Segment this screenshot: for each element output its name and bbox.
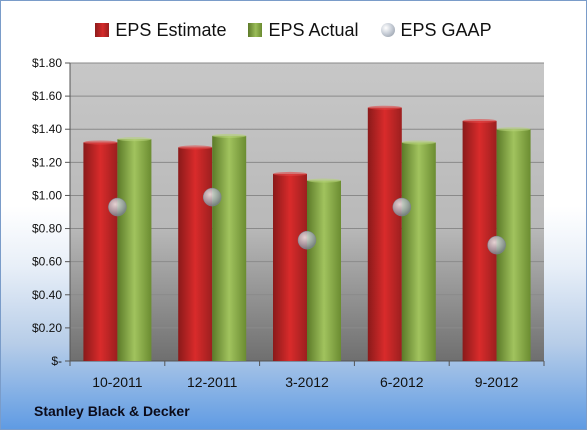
x-tick-label: 3-2012 (285, 374, 329, 390)
bar-eps-estimate-top (83, 140, 118, 145)
x-tick-label: 12-2011 (187, 374, 238, 390)
legend-swatch-eps-gaap (380, 23, 395, 37)
marker-eps-gaap (487, 235, 506, 255)
bar-eps-estimate-top (367, 105, 402, 110)
x-tick-label: 10-2011 (92, 374, 143, 390)
bar-eps-estimate-top (273, 171, 307, 176)
gaap-markers (108, 187, 506, 255)
bar-eps-actual-top (117, 137, 152, 142)
legend-label-eps-estimate: EPS Estimate (115, 19, 227, 40)
x-tick-label: 9-2012 (475, 374, 519, 390)
y-tick-label: $1.60 (32, 89, 62, 103)
y-tick-label: $0.40 (32, 288, 62, 302)
x-axis-ticks: 10-2011 12-2011 3-2012 6-2012 9-2012 (69, 361, 545, 390)
bar-eps-actual-top (307, 178, 341, 183)
legend-swatch-eps-estimate (95, 23, 110, 37)
marker-eps-gaap (392, 197, 412, 217)
y-tick-label: $0.80 (32, 222, 62, 236)
y-tick-label: $1.20 (32, 155, 62, 169)
legend-label-eps-actual: EPS Actual (268, 19, 359, 40)
y-tick-label: $0.20 (32, 321, 62, 335)
y-tick-label: $- (51, 354, 62, 368)
legend: EPS Estimate EPS Actual EPS GAAP (1, 17, 586, 43)
legend-item-eps-gaap: EPS GAAP (380, 19, 492, 41)
bar-eps-estimate (178, 147, 213, 361)
legend-item-eps-actual: EPS Actual (248, 19, 359, 41)
legend-swatch-eps-actual (248, 23, 263, 37)
bar-eps-actual-top (401, 140, 436, 145)
bar-eps-actual-top (496, 127, 531, 132)
company-name: Stanley Black & Decker (34, 403, 190, 419)
bars (83, 105, 531, 361)
bar-eps-estimate (83, 142, 118, 361)
bar-eps-estimate-top (462, 118, 497, 123)
y-tick-label: $0.60 (32, 255, 62, 269)
x-tick-label: 6-2012 (380, 374, 424, 390)
marker-eps-gaap (108, 197, 127, 217)
y-tick-label: $1.80 (32, 56, 62, 70)
bar-eps-actual-top (212, 133, 247, 138)
bar-eps-actual (212, 135, 247, 361)
y-tick-label: $1.00 (32, 188, 62, 202)
y-tick-label: $1.40 (32, 122, 62, 136)
bar-eps-actual (307, 180, 341, 361)
bar-eps-estimate-top (178, 145, 213, 150)
bar-eps-estimate (367, 107, 402, 361)
bar-eps-actual (117, 139, 152, 361)
legend-label-eps-gaap: EPS GAAP (400, 19, 492, 40)
marker-eps-gaap (202, 187, 222, 207)
marker-eps-gaap (297, 230, 317, 250)
bar-eps-estimate (273, 173, 307, 361)
legend-item-eps-estimate: EPS Estimate (95, 20, 226, 41)
bar-eps-actual (401, 142, 436, 361)
